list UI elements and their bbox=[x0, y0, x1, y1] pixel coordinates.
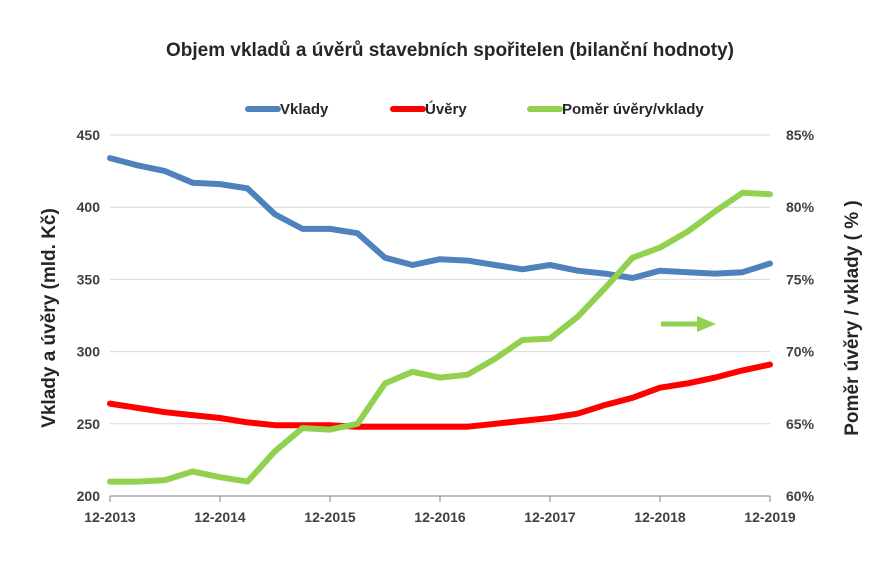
x-tick-label: 12-2018 bbox=[634, 509, 686, 525]
y-tick-label-left: 250 bbox=[77, 416, 101, 432]
y-tick-label-left: 200 bbox=[77, 488, 101, 504]
y-tick-label-left: 350 bbox=[77, 271, 101, 287]
series-line-2 bbox=[107, 189, 773, 485]
x-tick-label: 12-2017 bbox=[524, 509, 576, 525]
x-tick-label: 12-2019 bbox=[744, 509, 796, 525]
legend-label-2: Poměr úvěry/vklady bbox=[562, 101, 704, 118]
series-line-0 bbox=[107, 155, 773, 281]
x-tick-label: 12-2013 bbox=[84, 509, 136, 525]
gridlines bbox=[110, 134, 770, 425]
series-line-1 bbox=[107, 361, 773, 430]
chart-title: Objem vkladů a úvěrů stavebních spořitel… bbox=[166, 40, 734, 61]
y-tick-label-right: 85% bbox=[786, 127, 815, 143]
y-tick-label-right: 75% bbox=[786, 271, 815, 287]
legend-label-0: Vklady bbox=[280, 101, 329, 118]
x-tick-label: 12-2014 bbox=[194, 509, 246, 525]
y-tick-label-left: 300 bbox=[77, 344, 101, 360]
y-tick-label-right: 70% bbox=[786, 344, 815, 360]
arrow-right-icon bbox=[697, 316, 716, 332]
x-tick-label: 12-2015 bbox=[304, 509, 356, 525]
y-axis-title-right: Poměr úvěry / vklady ( % ) bbox=[842, 200, 863, 436]
y-tick-label-right: 80% bbox=[786, 199, 815, 215]
y-axis-title-left: Vklady a úvěry (mld. Kč) bbox=[39, 208, 60, 428]
y-tick-label-left: 400 bbox=[77, 199, 101, 215]
series-lines bbox=[107, 155, 773, 485]
y-tick-label-right: 60% bbox=[786, 488, 815, 504]
legend-label-1: Úvěry bbox=[425, 100, 467, 118]
y-tick-label-right: 65% bbox=[786, 416, 815, 432]
legend: Vklady Úvěry Poměr úvěry/vklady bbox=[245, 100, 704, 118]
x-tick-label: 12-2016 bbox=[414, 509, 466, 525]
axes: 200 60% 250 65% 300 70% 350 75% 400 80% 450 85% 12-2… bbox=[77, 127, 815, 525]
y-tick-label-left: 450 bbox=[77, 127, 101, 143]
annotations bbox=[661, 316, 716, 332]
